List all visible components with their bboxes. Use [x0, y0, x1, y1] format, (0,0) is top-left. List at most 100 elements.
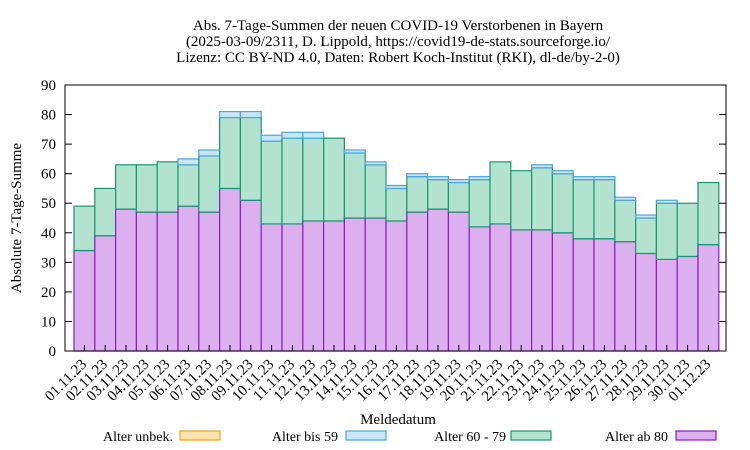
- bar-segment: [219, 187, 242, 352]
- bar-segment: [114, 208, 137, 352]
- bar-segment: [427, 208, 450, 352]
- x-axis-label: Meldedatum: [360, 412, 436, 428]
- legend-item: Alter bis 59: [272, 430, 387, 445]
- bar-segment: [198, 155, 221, 213]
- bar-segment: [385, 187, 408, 222]
- bar-segment: [114, 164, 137, 210]
- legend-swatch: [675, 430, 717, 441]
- bar-segment: [427, 178, 450, 210]
- bar-segment: [593, 238, 616, 352]
- bar-segment: [551, 232, 574, 352]
- bar-segment: [343, 152, 366, 219]
- y-tick-label: 10: [41, 314, 56, 330]
- bar-segment: [697, 181, 720, 246]
- bar-segment: [614, 241, 637, 352]
- y-tick-label: 30: [41, 255, 56, 271]
- legend-label: Alter ab 80: [605, 430, 668, 445]
- bar-segment: [281, 137, 304, 225]
- y-axis-ticks: 0 10 20 30 40 50 60 70 80 90: [41, 78, 726, 360]
- bar-segment: [530, 167, 553, 231]
- y-tick-label: 60: [41, 167, 56, 183]
- legend-label: Alter unbek.: [103, 430, 173, 445]
- bar-segment: [385, 184, 408, 190]
- bar-segment: [343, 149, 366, 154]
- x-axis-ticks: 01.11.2302.11.2303.11.2304.11.2305.11.23…: [42, 345, 714, 405]
- bar-segment: [530, 229, 553, 352]
- bar-segment: [447, 211, 470, 352]
- bar-segment: [73, 205, 96, 252]
- bar-segment: [135, 164, 158, 213]
- bar-segment: [177, 205, 200, 352]
- bar-segment: [260, 134, 283, 142]
- legend-label: Alter 60 - 79: [434, 430, 506, 445]
- y-axis-label: Absolute 7-Tage-Summe: [9, 143, 25, 294]
- bar-segment: [406, 173, 429, 178]
- legend-item: Alter 60 - 79: [434, 430, 552, 445]
- bar-segment: [94, 235, 117, 352]
- bar-segment: [239, 199, 262, 352]
- y-tick-label: 50: [41, 196, 56, 212]
- title-line: (2025-03-09/2311, D. Lippold, https://co…: [186, 34, 611, 50]
- bar-segment: [406, 176, 429, 213]
- legend-item: Alter ab 80: [605, 430, 717, 445]
- y-tick-label: 80: [41, 108, 56, 124]
- legend: Alter unbek. Alter bis 59 Alter 60 - 79 Alt…: [103, 430, 717, 445]
- bar-area: [73, 110, 720, 352]
- legend-swatch: [510, 430, 552, 441]
- bar-segment: [198, 149, 221, 157]
- bar-segment: [572, 178, 595, 240]
- bar-segment: [634, 214, 657, 219]
- bar-segment: [489, 223, 512, 352]
- y-tick-label: 40: [41, 226, 56, 242]
- bar-segment: [510, 170, 533, 231]
- bar-segment: [614, 199, 637, 243]
- bar-segment: [385, 220, 408, 352]
- bar-segment: [281, 223, 304, 352]
- legend-swatch: [345, 430, 387, 441]
- bar-segment: [572, 176, 595, 181]
- bar-segment: [447, 181, 470, 213]
- bar-segment: [260, 223, 283, 352]
- legend-swatch: [179, 430, 221, 441]
- bar-segment: [364, 161, 387, 166]
- bar-segment: [593, 178, 616, 240]
- bar-segment: [551, 170, 574, 175]
- legend-item: Alter unbek.: [103, 430, 221, 445]
- bar-segment: [406, 211, 429, 352]
- bar-segment: [551, 173, 574, 234]
- bar-segment: [468, 176, 491, 181]
- bar-segment: [219, 110, 242, 119]
- bar-segment: [676, 255, 699, 352]
- bar-segment: [323, 220, 346, 352]
- bar-segment: [156, 211, 179, 352]
- y-tick-label: 70: [41, 137, 56, 153]
- title-line: Lizenz: CC BY-ND 4.0, Daten: Robert Koch…: [176, 50, 620, 66]
- bar-segment: [94, 187, 117, 237]
- bar-segment: [239, 110, 262, 119]
- bar-segment: [655, 199, 678, 204]
- bar-segment: [343, 217, 366, 352]
- bar-segment: [489, 161, 512, 225]
- chart-title: Abs. 7-Tage-Summen der neuen COVID-19 Ve…: [176, 18, 620, 66]
- bar-segment: [364, 217, 387, 352]
- bar-segment: [239, 116, 262, 201]
- y-tick-label: 20: [41, 285, 56, 301]
- bar-segment: [260, 140, 283, 225]
- bar-segment: [302, 137, 325, 222]
- bar-segment: [364, 164, 387, 219]
- bar-segment: [302, 131, 325, 139]
- plot-frame: [64, 84, 727, 352]
- y-tick-label: 90: [41, 78, 56, 94]
- bar-segment: [177, 158, 200, 166]
- bar-segment: [655, 202, 678, 260]
- axes: [64, 84, 727, 352]
- bar-segment: [323, 137, 346, 222]
- bar-segment: [634, 252, 657, 352]
- bar-segment: [447, 178, 470, 184]
- legend-label: Alter bis 59: [272, 430, 338, 445]
- bar-segment: [302, 220, 325, 352]
- bar-segment: [468, 178, 491, 228]
- bar-segment: [198, 211, 221, 352]
- bar-segment: [219, 116, 242, 190]
